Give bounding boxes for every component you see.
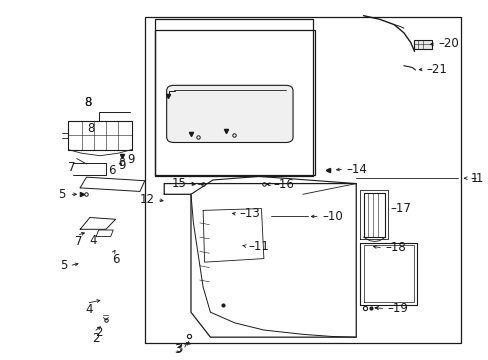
Text: –13: –13 xyxy=(239,207,260,220)
Text: 4: 4 xyxy=(89,234,96,247)
Text: 9: 9 xyxy=(126,153,134,166)
Text: 7: 7 xyxy=(68,161,75,174)
Text: 6: 6 xyxy=(112,253,119,266)
Text: 3: 3 xyxy=(175,342,182,355)
Text: –10: –10 xyxy=(322,210,342,223)
FancyBboxPatch shape xyxy=(166,85,292,143)
Text: 4: 4 xyxy=(85,303,92,316)
Text: –14: –14 xyxy=(346,163,366,176)
Text: 2: 2 xyxy=(92,332,100,345)
Text: 5: 5 xyxy=(60,259,67,272)
Text: 1: 1 xyxy=(469,172,477,185)
Text: –1: –1 xyxy=(469,172,483,185)
Text: 8: 8 xyxy=(84,95,91,109)
Text: –18: –18 xyxy=(385,241,406,255)
Text: 5: 5 xyxy=(58,188,65,201)
Text: –11: –11 xyxy=(248,240,269,253)
Text: 9: 9 xyxy=(118,158,125,172)
Text: 6: 6 xyxy=(108,164,116,177)
Text: –19: –19 xyxy=(387,302,408,315)
Text: 8: 8 xyxy=(87,122,95,135)
Text: –17: –17 xyxy=(389,202,410,215)
Text: 12: 12 xyxy=(139,193,154,206)
Text: –21: –21 xyxy=(426,63,447,76)
Text: 2: 2 xyxy=(95,327,102,339)
Bar xyxy=(413,40,431,49)
Text: –16: –16 xyxy=(273,178,294,191)
Text: 15: 15 xyxy=(171,177,186,190)
Text: 3: 3 xyxy=(174,343,181,356)
Text: –20: –20 xyxy=(438,37,459,50)
Text: 7: 7 xyxy=(75,235,83,248)
Text: 8: 8 xyxy=(84,95,91,109)
